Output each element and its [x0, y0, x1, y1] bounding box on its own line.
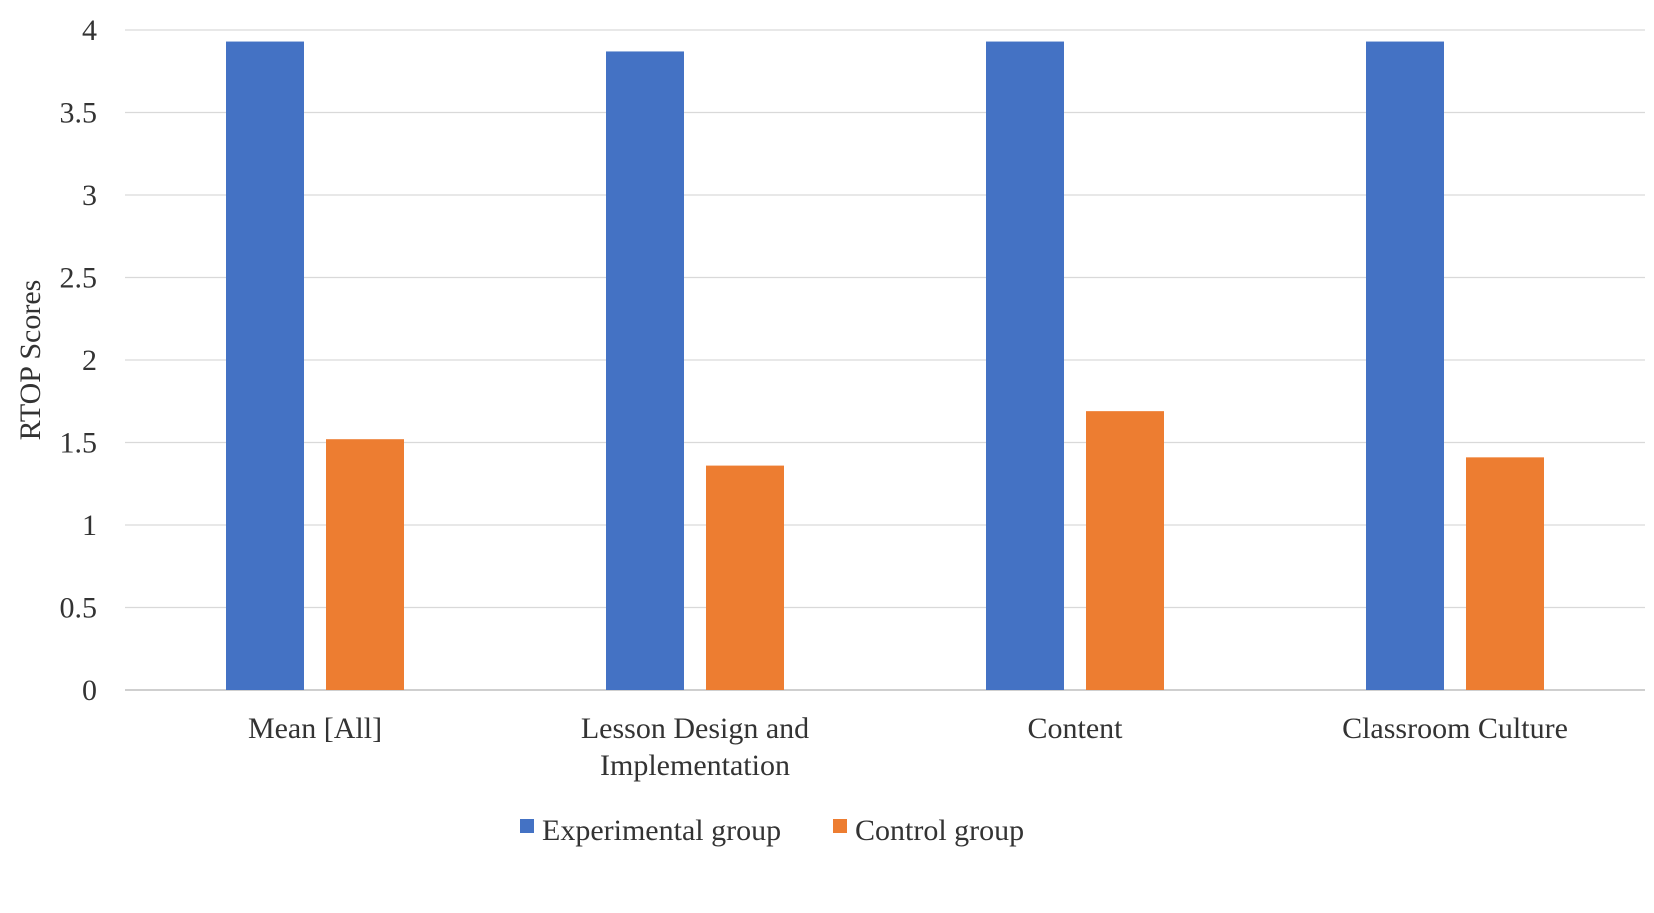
bar-control-group — [1086, 411, 1164, 690]
bars — [226, 41, 1544, 691]
bar-experimental-group — [986, 41, 1064, 691]
y-tick-label: 0.5 — [60, 592, 98, 625]
y-axis-ticks: 0 0.5 1 1.5 2 2.5 3 3.5 4 — [60, 14, 98, 707]
y-tick-label: 2 — [82, 344, 97, 377]
y-tick-label: 3 — [82, 179, 97, 212]
y-tick-label: 1 — [82, 509, 97, 542]
y-tick-label: 1.5 — [60, 427, 98, 460]
bar-control-group — [1466, 457, 1544, 690]
x-axis-categories: Mean [All] Lesson Design and Implementatio… — [248, 712, 1568, 782]
x-category-label: Classroom Culture — [1342, 712, 1568, 745]
y-axis-title: RTOP Scores — [14, 280, 47, 441]
x-category-label: Implementation — [600, 749, 790, 782]
y-tick-label: 3.5 — [60, 97, 98, 130]
x-category-label: Mean [All] — [248, 712, 382, 745]
legend-swatch-control — [833, 819, 847, 833]
legend-label: Control group — [855, 814, 1024, 847]
bar-experimental-group — [226, 41, 304, 691]
y-tick-label: 4 — [82, 14, 97, 47]
bar-control-group — [706, 465, 784, 690]
legend-swatch-experimental — [520, 819, 534, 833]
legend-label: Experimental group — [542, 814, 781, 847]
y-tick-label: 0 — [82, 674, 97, 707]
bar-experimental-group — [606, 51, 684, 690]
bar-control-group — [326, 439, 404, 690]
legend: Experimental group Control group — [520, 814, 1024, 847]
x-category-label: Content — [1028, 712, 1124, 745]
y-tick-label: 2.5 — [60, 262, 98, 295]
x-category-label: Lesson Design and — [581, 712, 809, 745]
bar-experimental-group — [1366, 41, 1444, 691]
